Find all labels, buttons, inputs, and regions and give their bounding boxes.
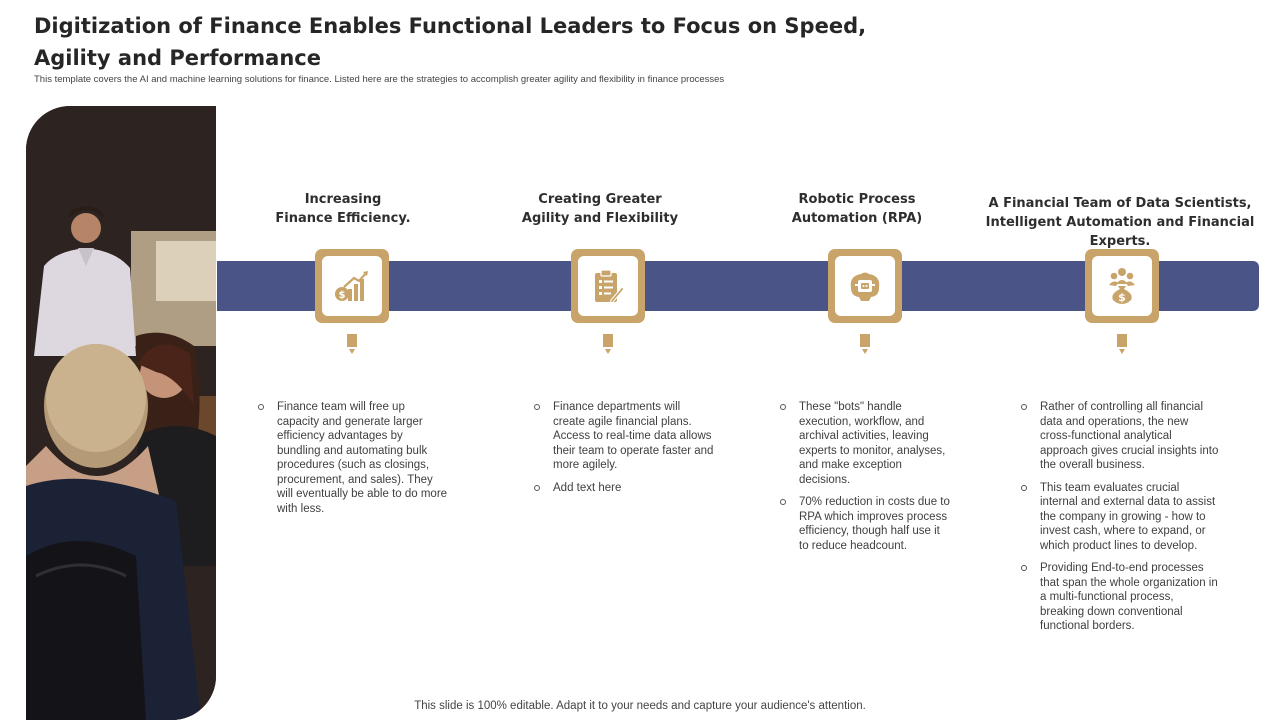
column-heading-3: Robotic Process Automation (RPA) xyxy=(791,192,923,226)
slide-subtitle: This template covers the AI and machine … xyxy=(34,74,725,85)
list-item: Add text here xyxy=(532,481,714,496)
team-money-icon: $ xyxy=(1109,268,1135,304)
clipboard-plan-icon xyxy=(595,269,625,304)
icon-box-3 xyxy=(828,249,902,323)
bullet-list-4: Rather of controlling all financial data… xyxy=(1019,400,1219,642)
bullet-list-2: Finance departments will create agile fi… xyxy=(532,400,714,503)
slide-title: Digitization of Finance Enables Function… xyxy=(34,14,867,70)
list-item: 70% reduction in costs due to RPA which … xyxy=(778,495,950,553)
svg-text:$: $ xyxy=(339,290,346,301)
icon-box-4: $ xyxy=(1085,249,1159,323)
meeting-photo xyxy=(26,106,216,720)
list-item: Providing End-to-end processes that span… xyxy=(1019,561,1219,634)
pin-marker-2 xyxy=(603,334,613,354)
pin-marker-3 xyxy=(860,334,870,354)
list-item: Finance team will free up capacity and g… xyxy=(256,400,448,516)
list-item: This team evaluates crucial internal and… xyxy=(1019,481,1219,554)
list-item: These "bots" handle execution, workflow,… xyxy=(778,400,950,487)
bullet-list-3: These "bots" handle execution, workflow,… xyxy=(778,400,950,561)
column-heading-2: Creating Greater Agility and Flexibility xyxy=(521,192,679,226)
pin-marker-4 xyxy=(1117,334,1127,354)
robot-brain-icon xyxy=(850,272,880,301)
column-heading-1: Increasing Finance Efficiency. xyxy=(275,192,411,226)
column-heading-4: A Financial Team of Data Scientists, Int… xyxy=(985,196,1255,249)
list-item: Finance departments will create agile fi… xyxy=(532,400,714,473)
bullet-list-1: Finance team will free up capacity and g… xyxy=(256,400,448,524)
list-item: Rather of controlling all financial data… xyxy=(1019,400,1219,473)
slide-footer: This slide is 100% editable. Adapt it to… xyxy=(414,700,866,712)
icon-box-2 xyxy=(571,249,645,323)
icon-box-1: $ xyxy=(315,249,389,323)
svg-text:$: $ xyxy=(1118,291,1126,304)
pin-marker-1 xyxy=(347,334,357,354)
meeting-photo-illustration xyxy=(26,106,216,720)
finance-growth-chart-icon: $ xyxy=(335,271,368,301)
